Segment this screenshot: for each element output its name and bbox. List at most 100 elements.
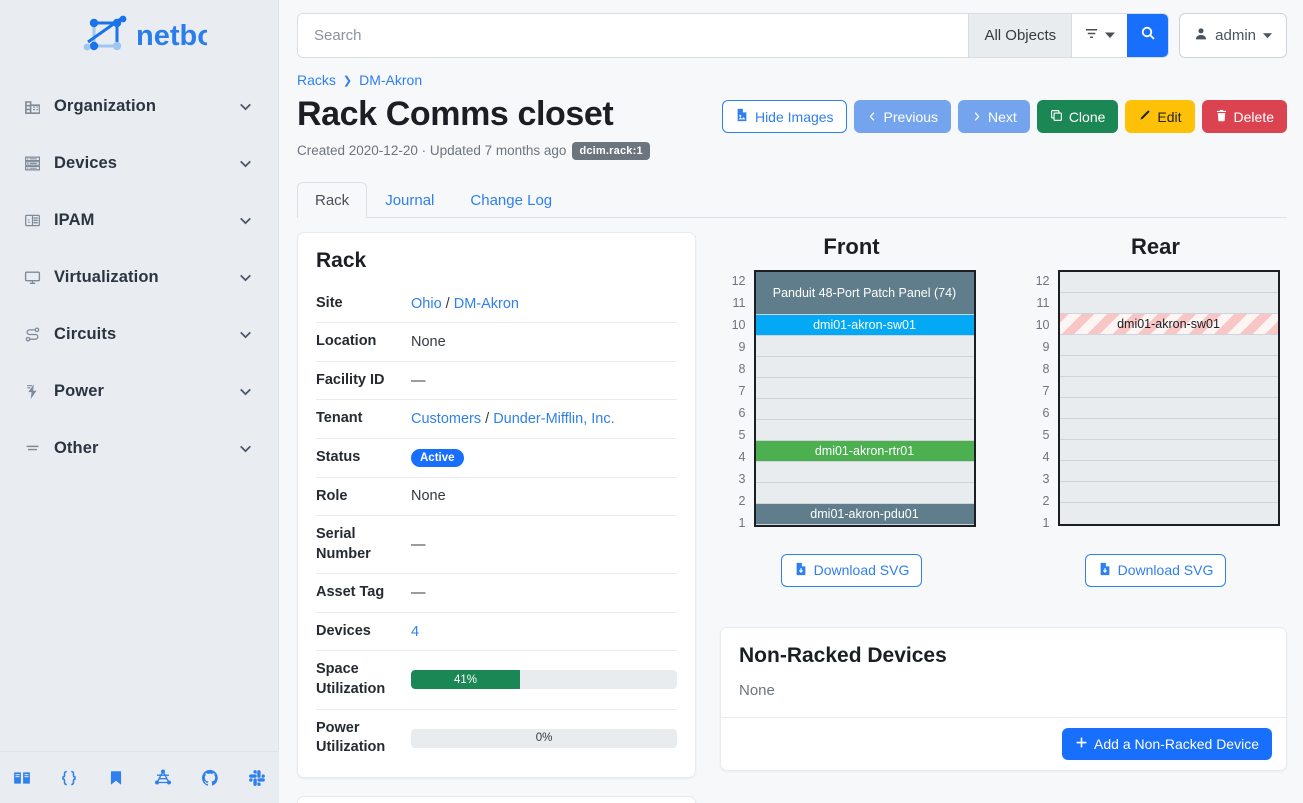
rack-empty-slot[interactable]	[1059, 272, 1278, 293]
rack-device-dmi01-akron-sw01[interactable]: dmi01-akron-sw01	[1059, 313, 1278, 335]
rack-empty-slot[interactable]	[1059, 356, 1278, 377]
rack-unit-number: 11	[1036, 295, 1050, 310]
sidebar-item-label: Circuits	[54, 325, 117, 343]
tenant-group-link[interactable]: Customers	[411, 411, 482, 428]
breadcrumb-item-site[interactable]: DM-Akron	[359, 72, 423, 88]
add-non-racked-device-button[interactable]: Add a Non-Racked Device	[1062, 727, 1272, 760]
rack-empty-slot[interactable]	[755, 399, 974, 420]
sidebar-nav: Organization Devices 1 IPAM	[0, 78, 278, 477]
sidebar-item-power[interactable]: Power	[18, 363, 260, 420]
devices-count-link[interactable]: 4	[411, 623, 420, 640]
trash-icon	[1215, 109, 1228, 125]
sidebar-item-other[interactable]: Other	[18, 420, 260, 477]
rack-empty-slot[interactable]	[1059, 461, 1278, 482]
search-scope-selector[interactable]: All Objects	[968, 14, 1072, 57]
search-filter-button[interactable]	[1071, 14, 1128, 57]
rack-device-dmi01-akron-rtr01[interactable]: dmi01-akron-rtr01	[755, 440, 974, 462]
rack-unit-number: 6	[738, 405, 746, 420]
row-value: —	[411, 515, 677, 574]
svg-text:1: 1	[27, 219, 30, 225]
sidebar-item-devices[interactable]: Devices	[18, 135, 260, 192]
row-label: Asset Tag	[316, 573, 411, 613]
search-submit-button[interactable]	[1127, 14, 1169, 57]
filter-icon	[1084, 26, 1099, 46]
graphql-icon[interactable]	[154, 768, 172, 787]
netbox-logo[interactable]: netbox	[0, 0, 278, 78]
download-svg-front-button[interactable]: Download SVG	[780, 553, 923, 587]
tab-change-log[interactable]: Change Log	[470, 191, 553, 209]
breadcrumb: Racks ❯ DM-Akron	[297, 72, 1287, 88]
rack-empty-slot[interactable]	[755, 420, 974, 441]
download-svg-front-label: Download SVG	[813, 562, 910, 579]
rack-empty-slot[interactable]	[1059, 482, 1278, 503]
table-row-facility-id: Facility ID —	[316, 360, 677, 400]
tab-bar: Rack Journal Change Log	[297, 181, 1287, 218]
file-download-icon	[794, 562, 808, 579]
sidebar-item-virtualization[interactable]: Virtualization	[18, 249, 260, 306]
rack-device-dmi01-akron-pdu01[interactable]: dmi01-akron-pdu01	[755, 503, 974, 525]
row-value: —	[411, 573, 677, 613]
search-input[interactable]	[298, 14, 969, 57]
tab-journal[interactable]: Journal	[385, 191, 435, 209]
sidebar-item-circuits[interactable]: Circuits	[18, 306, 260, 363]
sidebar-item-label: Other	[54, 439, 99, 457]
rack-unit-number: 2	[1042, 493, 1050, 508]
rack-empty-slot[interactable]	[755, 462, 974, 483]
table-row-power-utilization: Power Utilization 0%	[316, 708, 677, 767]
docs-book-icon[interactable]	[13, 769, 31, 787]
rack-empty-slot[interactable]	[1060, 503, 1278, 524]
rack-unit-number: 4	[738, 449, 746, 464]
rack-device-Panduit 48-Port Patch Panel (74)[interactable]: Panduit 48-Port Patch Panel (74)	[755, 271, 974, 315]
rack-empty-slot[interactable]	[755, 357, 974, 378]
slack-icon[interactable]	[248, 769, 266, 787]
search-bar: All Objects	[297, 13, 1170, 58]
rack-empty-slot[interactable]	[1059, 335, 1278, 356]
download-svg-rear-button[interactable]: Download SVG	[1084, 553, 1227, 587]
table-row-asset-tag: Asset Tag —	[316, 573, 677, 613]
row-label: Serial Number	[316, 515, 411, 574]
api-braces-icon[interactable]	[60, 769, 78, 787]
sidebar-item-ipam[interactable]: 1 IPAM	[18, 192, 260, 249]
virtualization-icon	[24, 269, 54, 286]
sidebar: netbox Organization Devices	[0, 0, 279, 803]
rack-empty-slot[interactable]	[1059, 293, 1278, 314]
site-link[interactable]: DM-Akron	[453, 295, 519, 312]
table-row-role: Role None	[316, 476, 677, 516]
sidebar-item-organization[interactable]: Organization	[18, 78, 260, 135]
page-title: Rack Comms closet	[297, 95, 614, 133]
previous-button[interactable]: Previous	[853, 100, 952, 133]
rack-empty-slot[interactable]	[1059, 440, 1278, 461]
next-label: Next	[988, 108, 1017, 125]
hide-images-button[interactable]: Hide Images	[721, 100, 847, 133]
plus-icon	[1075, 736, 1088, 752]
rack-unit-number: 10	[1035, 317, 1050, 332]
right-column: Front 12 11 10 9 8 7 6 5 4 3 2 1 Panduit 48-Port Pa…	[720, 232, 1287, 803]
rack-device-dmi01-akron-sw01[interactable]: dmi01-akron-sw01	[755, 314, 974, 336]
breadcrumb-item-racks[interactable]: Racks	[297, 72, 336, 88]
bookmark-icon[interactable]	[107, 769, 125, 787]
table-row-space-utilization: Space Utilization 41%	[316, 650, 677, 710]
rack-empty-slot[interactable]	[1059, 419, 1278, 440]
rack-unit-number: 4	[1042, 449, 1050, 464]
rack-empty-slot[interactable]	[1059, 377, 1278, 398]
rack-unit-number: 8	[1042, 361, 1050, 376]
rack-unit-number: 1	[1042, 515, 1050, 530]
chevron-down-icon	[237, 326, 254, 343]
rack-empty-slot[interactable]	[755, 483, 974, 504]
rack-empty-slot[interactable]	[755, 336, 974, 357]
next-button[interactable]: Next	[958, 100, 1030, 133]
tab-rack[interactable]: Rack	[297, 181, 368, 218]
delete-button[interactable]: Delete	[1201, 100, 1287, 133]
rack-empty-slot[interactable]	[755, 378, 974, 399]
rack-unit-number: 12	[1035, 273, 1050, 288]
clone-button[interactable]: Clone	[1036, 100, 1119, 133]
site-region-link[interactable]: Ohio	[411, 295, 442, 312]
file-download-icon	[1098, 562, 1112, 579]
edit-button[interactable]: Edit	[1125, 100, 1195, 133]
rack-empty-slot[interactable]	[1059, 398, 1278, 419]
user-menu-button[interactable]: admin	[1179, 13, 1287, 58]
image-icon	[735, 108, 749, 125]
rack-unit-number: 7	[1042, 383, 1050, 398]
tenant-link[interactable]: Dunder-Mifflin, Inc.	[493, 411, 615, 428]
github-icon[interactable]	[201, 769, 219, 787]
